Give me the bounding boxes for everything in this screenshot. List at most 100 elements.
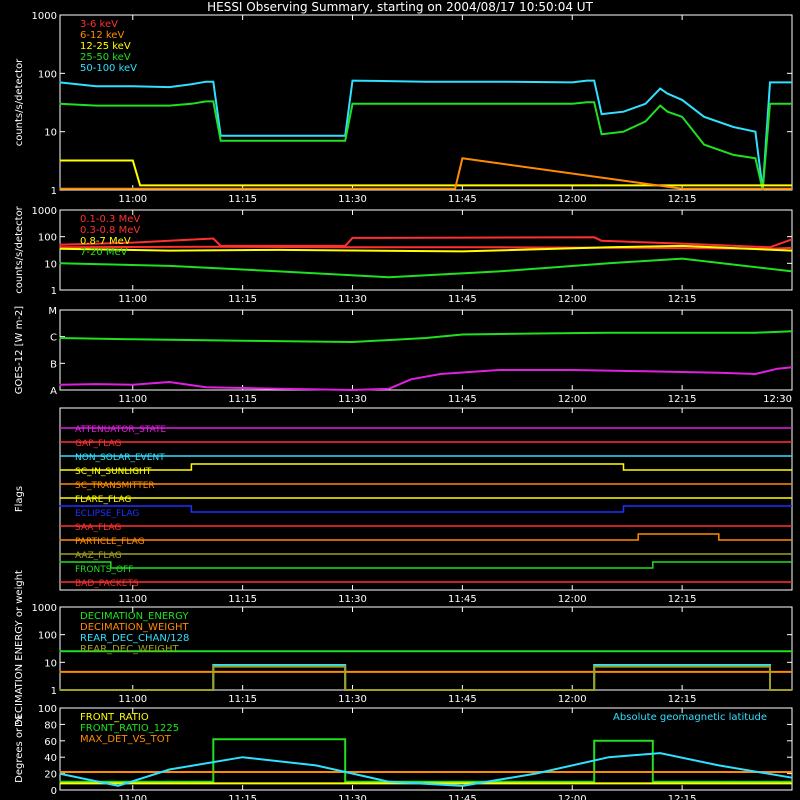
- x-tick-label-p4-2: 11:30: [338, 594, 367, 605]
- y-tick-label-p5-0: 1: [51, 686, 57, 697]
- y-tick-label-p2-3: 1000: [32, 206, 57, 217]
- legend-entry-p2-2: 0.8-7 MeV: [80, 236, 131, 247]
- y-tick-label-p3-0: A: [50, 386, 57, 397]
- plot-frame-p1: [59, 14, 793, 191]
- x-tick-label-p3-0: 11:00: [118, 394, 147, 405]
- y-axis-label-p1: counts/s/detector: [14, 58, 25, 146]
- y-tick-label-p2-1: 10: [44, 259, 57, 270]
- y-tick-label-p1-1: 10: [44, 128, 57, 139]
- x-tick-label-p2-1: 11:15: [228, 294, 257, 305]
- y-tick-label-p5-1: 10: [44, 658, 57, 669]
- series-line-p1-0: [59, 79, 792, 191]
- x-tick-label-p5-1: 11:15: [228, 694, 257, 705]
- x-tick-label-p6-0: 11:00: [118, 794, 147, 800]
- flag-label-10: FRONTS_OFF: [75, 565, 133, 575]
- x-tick-label-p3-6: 12:30: [763, 394, 792, 405]
- x-tick-label-p2-2: 11:30: [338, 294, 367, 305]
- legend-entry-p6-2: MAX_DET_VS_TOT: [80, 734, 172, 745]
- series-line-p3-0: [59, 330, 793, 344]
- legend-entry-p1-3: 25-50 keV: [80, 52, 131, 63]
- x-tick-label-p5-3: 11:45: [448, 694, 477, 705]
- x-tick-label-p3-4: 12:00: [558, 394, 587, 405]
- series-line-p6-3: [59, 752, 793, 787]
- x-tick-label-p5-2: 11:30: [338, 694, 367, 705]
- legend-entry-p5-1: DECIMATION_WEIGHT: [80, 622, 189, 633]
- flag-label-9: AAZ_FLAG: [75, 551, 122, 561]
- flag-label-8: PARTICLE_FLAG: [75, 537, 145, 547]
- legend-entry-p2-0: 0.1-0.3 MeV: [80, 214, 140, 225]
- x-tick-label-p5-0: 11:00: [118, 694, 147, 705]
- y-axis-label-p2: counts/s/detector: [14, 205, 25, 293]
- flag-label-4: SC_TRANSMITTER: [75, 481, 155, 491]
- series-line-p5-3: [59, 665, 792, 691]
- x-tick-label-p4-1: 11:15: [228, 594, 257, 605]
- series-line-p2-2: [59, 244, 793, 253]
- legend-entry-p2-1: 0.3-0.8 MeV: [80, 225, 140, 236]
- flag-line-6: [59, 505, 792, 513]
- x-tick-label-p1-4: 12:00: [558, 194, 587, 205]
- x-tick-label-p1-0: 11:00: [118, 194, 147, 205]
- series-line-p1-3: [59, 157, 792, 190]
- y-tick-label-p6-4: 80: [44, 720, 57, 731]
- plot-frame-p4: [59, 407, 793, 591]
- x-tick-label-p6-5: 12:15: [668, 794, 697, 800]
- x-tick-label-p5-4: 12:00: [558, 694, 587, 705]
- y-axis-label-p6: Degrees or %: [14, 715, 25, 783]
- flag-line-8: [59, 533, 792, 541]
- x-tick-label-p4-0: 11:00: [118, 594, 147, 605]
- legend-entry-p1-4: 50-100 keV: [80, 63, 137, 74]
- y-tick-label-p2-2: 100: [38, 233, 57, 244]
- legend-entry-p6-1: FRONT_RATIO_1225: [80, 723, 179, 734]
- flag-label-11: BAD_PACKETS: [75, 579, 139, 589]
- legend-entry-p5-0: DECIMATION_ENERGY: [80, 611, 189, 622]
- x-tick-label-p3-3: 11:45: [448, 394, 477, 405]
- legend-entry-p2-3: 7-20 MeV: [80, 247, 128, 258]
- y-tick-label-p3-1: B: [50, 359, 57, 370]
- y-tick-label-p3-2: C: [50, 333, 57, 344]
- y-tick-label-p6-2: 40: [44, 753, 57, 764]
- series-line-p1-1: [59, 100, 792, 191]
- series-line-p3-1: [59, 366, 793, 392]
- y-tick-label-p6-0: 0: [51, 786, 57, 797]
- y-tick-label-p1-3: 1000: [32, 11, 57, 22]
- x-tick-label-p1-1: 11:15: [228, 194, 257, 205]
- x-tick-label-p1-5: 12:15: [668, 194, 697, 205]
- x-tick-label-p6-1: 11:15: [228, 794, 257, 800]
- y-axis-label-p4: Flags: [14, 486, 25, 512]
- legend-entry-p5-2: REAR_DEC_CHAN/128: [80, 633, 189, 644]
- y-tick-label-p5-2: 100: [38, 631, 57, 642]
- y-tick-label-p6-3: 60: [44, 737, 57, 748]
- flag-label-1: GAP_FLAG: [75, 439, 121, 449]
- flag-label-0: ATTENUATOR_STATE: [75, 425, 167, 435]
- annotation-p6: Absolute geomagnetic latitude: [613, 712, 767, 723]
- series-line-p1-2: [59, 159, 792, 187]
- x-tick-label-p6-4: 12:00: [558, 794, 587, 800]
- x-tick-label-p2-0: 11:00: [118, 294, 147, 305]
- y-tick-label-p5-3: 1000: [32, 603, 57, 614]
- y-tick-label-p1-2: 100: [38, 69, 57, 80]
- page-title: HESSI Observing Summary, starting on 200…: [207, 0, 593, 14]
- flag-line-3: [59, 463, 792, 471]
- y-tick-label-p1-0: 1: [51, 186, 57, 197]
- legend-entry-p1-2: 12-25 keV: [80, 41, 131, 52]
- x-tick-label-p2-3: 11:45: [448, 294, 477, 305]
- x-tick-label-p4-5: 12:15: [668, 594, 697, 605]
- flag-label-5: FLARE_FLAG: [75, 495, 131, 505]
- y-tick-label-p3-3: M: [48, 306, 57, 317]
- y-axis-label-p3: GOES-12 [W m-2]: [14, 306, 25, 394]
- y-axis-label-p5: DECIMATION ENERGY or weight: [14, 570, 25, 727]
- series-line-p2-0: [59, 236, 793, 249]
- plot-frame-p3: [59, 309, 793, 391]
- plot-frame-p6: [59, 707, 793, 791]
- series-line-p2-3: [59, 257, 793, 279]
- x-tick-label-p5-5: 12:15: [668, 694, 697, 705]
- legend-entry-p1-1: 6-12 keV: [80, 30, 124, 41]
- x-tick-label-p6-3: 11:45: [448, 794, 477, 800]
- x-tick-label-p2-5: 12:15: [668, 294, 697, 305]
- x-tick-label-p4-4: 12:00: [558, 594, 587, 605]
- x-tick-label-p6-2: 11:30: [338, 794, 367, 800]
- x-tick-label-p1-3: 11:45: [448, 194, 477, 205]
- series-line-p6-0: [59, 738, 792, 783]
- x-tick-label-p4-3: 11:45: [448, 594, 477, 605]
